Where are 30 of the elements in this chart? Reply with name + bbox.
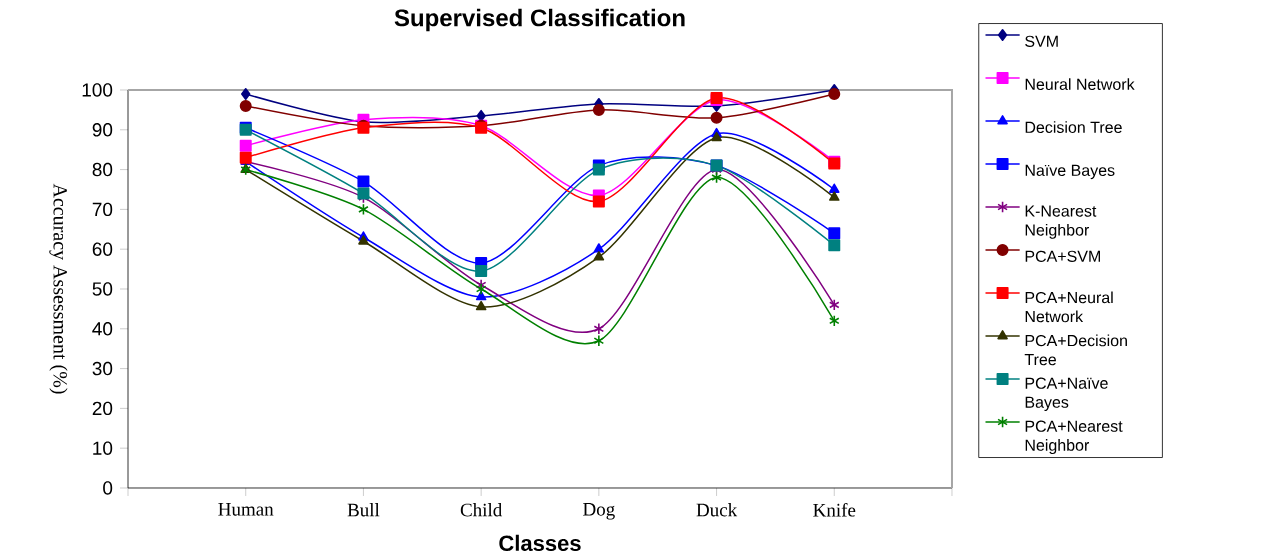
x-tick-label: Bull xyxy=(347,503,380,517)
y-tick-label: 90 xyxy=(92,123,113,137)
legend-label: PCA+SVM xyxy=(1025,250,1100,262)
legend-label: PCA+Nearest Neighbor xyxy=(1025,420,1123,455)
y-tick-label: 60 xyxy=(92,242,113,256)
legend-label: PCA+Naïve Bayes xyxy=(1025,377,1108,412)
y-tick-label: 80 xyxy=(92,162,113,177)
chart-title: Supervised Classification xyxy=(394,8,685,32)
legend-label: PCA+Neural Network xyxy=(1025,291,1113,323)
x-tick-label: Duck xyxy=(696,503,738,517)
legend-label: SVM xyxy=(1025,35,1058,47)
y-tick-label: 70 xyxy=(92,202,113,217)
y-tick-label: 50 xyxy=(92,282,113,296)
y-tick-label: 30 xyxy=(92,361,113,376)
y-tick-label: 40 xyxy=(92,322,113,336)
legend-label: Naïve Bayes xyxy=(1025,164,1115,180)
x-axis-title: Classes xyxy=(499,534,581,551)
y-tick-label: 0 xyxy=(103,481,113,495)
x-tick-label: Child xyxy=(460,503,503,517)
legend-label: K-Nearest Neighbor xyxy=(1025,205,1097,239)
y-tick-label: 10 xyxy=(93,441,113,455)
y-axis-title: Accuracy Assessment (%) xyxy=(49,183,68,394)
legend-label: Neural Network xyxy=(1025,78,1135,90)
x-tick-label: Human xyxy=(218,503,274,516)
legend-label: Decision Tree xyxy=(1025,121,1122,133)
legend-label: PCA+Decision Tree xyxy=(1024,334,1127,366)
x-tick-label: Knife xyxy=(813,503,856,517)
y-tick-label: 20 xyxy=(92,401,113,416)
y-tick-label: 100 xyxy=(82,83,113,97)
x-tick-label: Dog xyxy=(583,503,615,520)
